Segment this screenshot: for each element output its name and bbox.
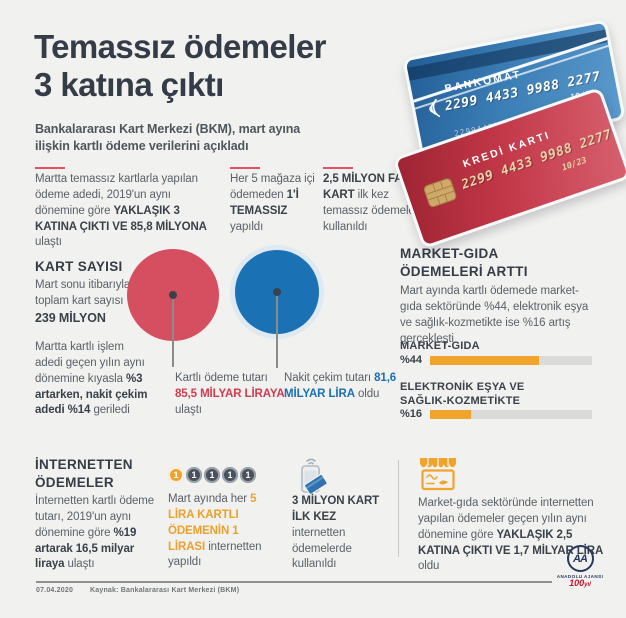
body-text: Market-gıda sektöründe internetten yapıl… [418,497,594,541]
footer-date: 07.04.2020 [36,587,74,594]
heading-line2: ÖDEMELERİ ARTTI [400,263,528,279]
coin-row: 1 1 1 1 1 [168,467,256,483]
fact-contactless-growth: Martta temassız kartlarla yapılan ödeme … [35,172,217,251]
heading-line2: ÖDEMELER [35,474,114,490]
body-text: ulaştı [64,558,95,571]
page-title-line1: Temassız ödemeler [34,28,326,65]
internet-share-text: Mart ayında her 5 LİRA KARTLI ÖDEMENİN 1… [168,492,278,571]
footer-source: Kaynak: Bankalararası Kart Merkezi (BKM) [90,587,240,594]
body-bold: 5 LİRA KARTLI ÖDEMENİN 1 LİRASI [168,493,257,553]
section-heading-card-count: KART SAYISI [35,259,123,274]
card-chip-icon [423,178,457,208]
pointer-line [172,295,174,367]
fact-text: Her 5 mağaza içi ödemeden [230,173,315,201]
card-count-intro: Mart sonu itibarıyla toplam kart sayısı … [35,278,147,328]
coin-icon: 1 [240,467,256,483]
bar-track [430,355,592,365]
bank-card-blue: BANKOMAT 2299 4433 9988 2277 10/23 22994… [402,19,626,159]
red-rule [35,167,65,169]
page-subtitle: Bankalararası Kart Merkezi (BKM), mart a… [35,122,301,154]
body-bold: %19 artarak 16,5 milyar liraya [35,526,137,571]
fact-text: Martta temassız kartlarla yapılan ödeme … [35,173,198,217]
bar-label-electronics: ELEKTRONİK EŞYA VE SAĞLIK-KOZMETİKTE [400,381,524,409]
online-market-text: Market-gıda sektöründe internetten yapıl… [418,496,616,575]
label-value: 81,6 MİLYAR LİRA [284,372,397,400]
coin-icon: 1 [186,467,202,483]
bubble-center-dot [169,291,177,299]
aa-agency-name: ANADOLU AJANSI [556,574,604,579]
label-cash-withdraw: Nakit çekim tutarı 81,6 MİLYAR LİRA oldu [284,371,398,403]
bar-label-market: MARKET-GIDA [400,340,480,352]
card-count-total: 239 MİLYON [35,310,106,325]
body-text: oldu [418,560,440,573]
detail-text: Martta kartlı işlem adedi geçen yılın ay… [35,341,145,385]
label-text: ulaştı [175,403,202,416]
aa-monogram: AA [573,552,588,565]
section-heading-market: MARKET-GIDA ÖDEMELERİ ARTTI [400,245,528,280]
label-value: 85,5 MİLYAR LİRAYA [175,387,285,400]
body-text: internetten ödemelerde kullanıldı [292,526,352,571]
fact-one-in-five: Her 5 mağaza içi ödemeden 1'İ TEMASSIZ y… [230,172,318,235]
pointer-line [276,292,278,368]
aa-centennial-mark: 100yıl [545,578,615,589]
heading-line1: İNTERNETTEN [35,457,133,472]
body-text: Mart ayında her [168,493,251,505]
bar-value: %44 [400,354,423,366]
credit-card-red: KREDİ KARTI 2299 4433 9988 2277 10/23 [392,86,626,250]
bubble-center-dot [273,288,281,296]
fact-bold: YAKLAŞIK 3 KATINA ÇIKTI VE 85,8 MİLYONA [35,204,207,233]
card-count-intro-text: Mart sonu itibarıyla toplam kart sayısı [35,279,131,307]
footer-rule [36,581,552,583]
red-rule [230,167,260,169]
aa-logo-icon: AA [566,545,594,572]
contactless-icon [429,98,441,118]
vertical-divider [398,460,399,557]
label-card-payment: Kartlı ödeme tutarı 85,5 MİLYAR LİRAYA u… [175,371,289,419]
phone-card-icon [301,458,328,494]
market-body: Mart ayında kartlı ödemede market-gıda s… [400,285,589,345]
bar-fill-electronics [430,409,471,419]
body-bold: 3 MİLYON KART İLK KEZ [292,495,380,523]
label-text: oldu [354,387,380,400]
internet-body: İnternetten kartlı ödeme tutarı, 2019'un… [35,494,163,573]
bar-label-line1: ELEKTRONİK EŞYA VE [400,381,525,393]
bar-fill-market [430,355,539,365]
aa-logo: AA ANADOLU AJANSI 100yıl [545,545,615,588]
coin-icon: 1 [168,467,184,483]
section-heading-internet: İNTERNETTEN ÖDEMELER [35,456,133,491]
page-title: Temassız ödemeler 3 katına çıktı [34,28,326,105]
aa-100-number: 100 [569,578,585,588]
bar-track [430,409,592,419]
bar-value: %16 [400,408,423,420]
bar-row-electronics: %16 [400,408,592,420]
coin-icon: 1 [204,467,220,483]
body-bold: YAKLAŞIK 2,5 KATINA ÇIKTI VE 1,7 MİLYAR … [418,528,604,557]
card-count-detail: Martta kartlı işlem adedi geçen yılın ay… [35,340,153,419]
bar-label-line2: SAĞLIK-KOZMETİKTE [400,394,521,407]
coin-icon: 1 [222,467,238,483]
red-rule [323,167,353,169]
fact-text: yapıldı [230,220,264,233]
fact-text: ulaştı [35,236,62,249]
label-text: Nakit çekim tutarı [284,372,375,384]
fact-text: ilk kez temassız ödemelerde kullanıldı [323,188,432,233]
label-text: Kartlı ödeme tutarı [175,372,268,384]
detail-text: geriledi [90,404,130,417]
body-text: internetten yapıldı [168,540,262,569]
first-time-online-text: 3 MİLYON KART İLK KEZ internetten ödemel… [292,494,390,573]
body-text: İnternetten kartlı ödeme tutarı, 2019'un… [35,495,155,539]
fact-bold: 1'İ TEMASSIZ [230,188,299,217]
page-title-line2: 3 katına çıktı [34,66,224,104]
market-store-icon [420,458,456,491]
detail-bold: %3 artarken, nakit çekim adedi %14 [35,372,148,417]
heading-line1: MARKET-GIDA [400,246,499,261]
bar-row-market: %44 [400,354,592,366]
aa-100-suffix: yıl [584,582,591,588]
